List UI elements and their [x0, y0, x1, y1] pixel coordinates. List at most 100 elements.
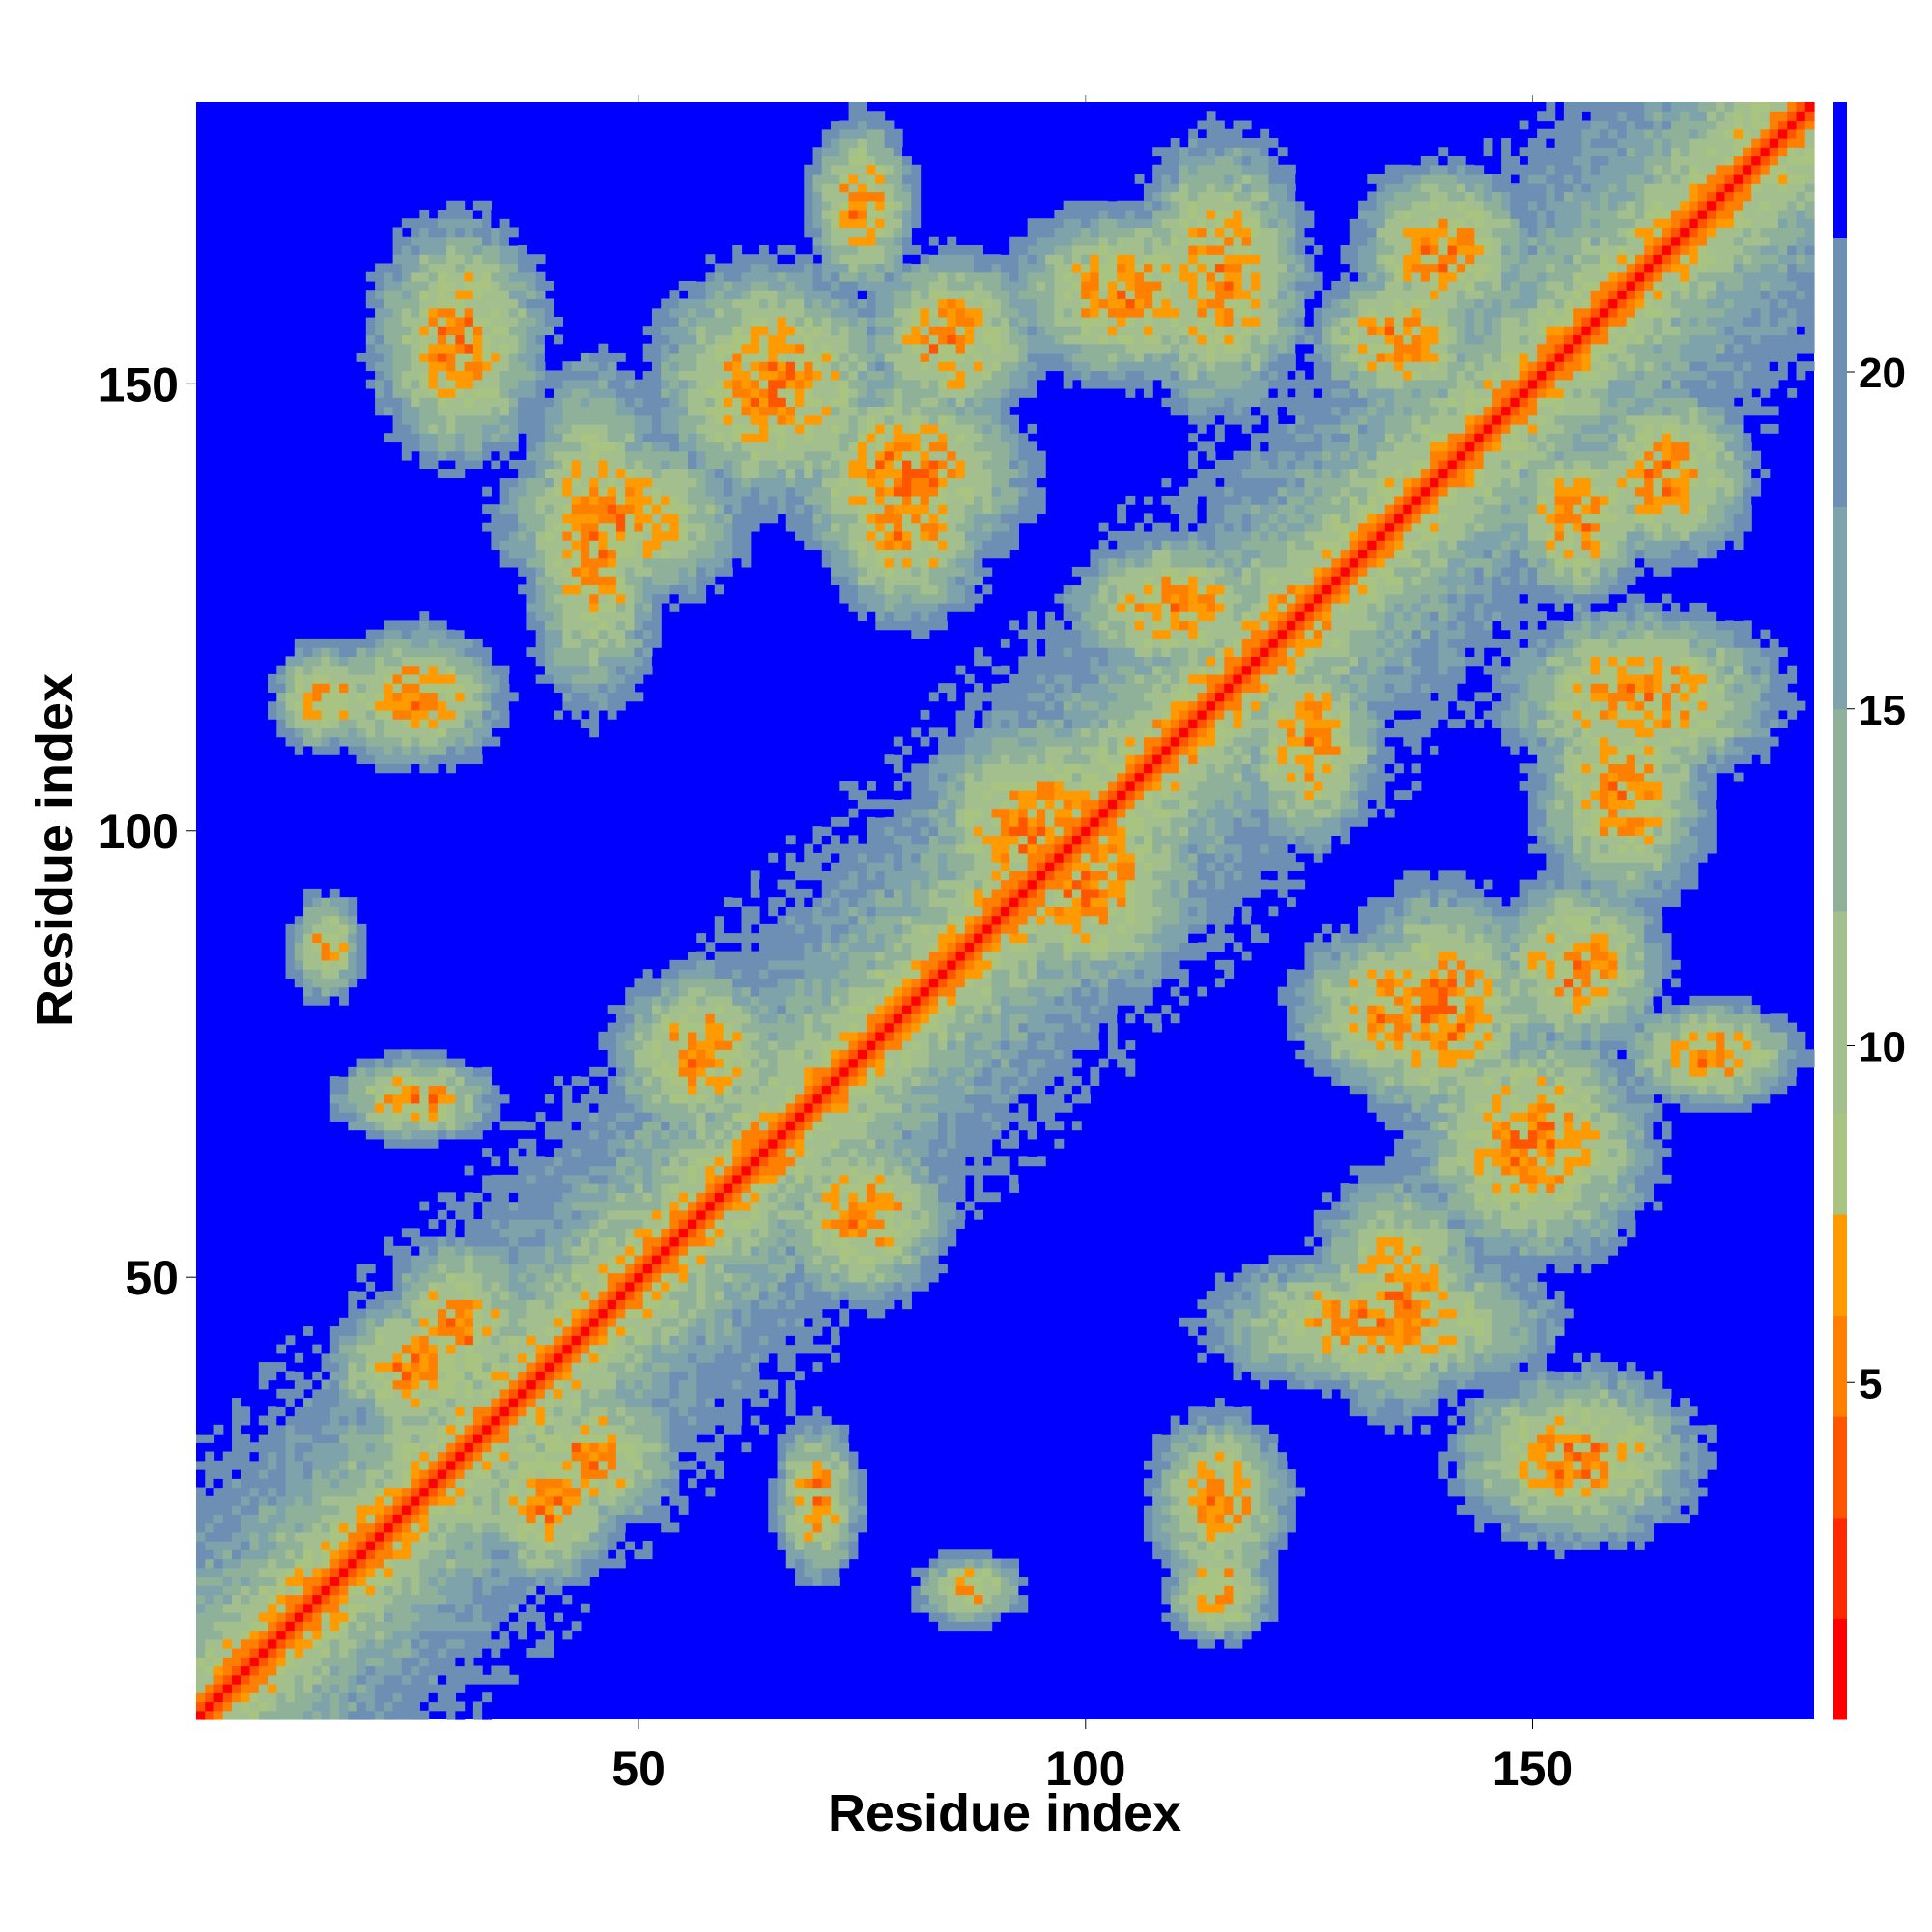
- heatmap-cell: [499, 1344, 510, 1354]
- heatmap-cell: [1689, 1451, 1699, 1462]
- heatmap-cell: [974, 1585, 983, 1596]
- heatmap-cell: [848, 1495, 859, 1506]
- heatmap-cell: [526, 406, 537, 416]
- heatmap-cell: [455, 433, 466, 443]
- heatmap-cell: [428, 1245, 439, 1256]
- heatmap-cell: [1268, 1549, 1279, 1560]
- heatmap-cell: [428, 1460, 439, 1470]
- heatmap-cell: [285, 1657, 296, 1667]
- heatmap-cell: [562, 1388, 573, 1399]
- heatmap-cell: [455, 271, 466, 282]
- heatmap-cell: [375, 370, 384, 381]
- heatmap-cell: [213, 1594, 224, 1605]
- heatmap-cell: [1554, 1398, 1565, 1407]
- heatmap-cell: [1260, 1424, 1270, 1435]
- heatmap-cell: [1197, 1585, 1208, 1596]
- heatmap-cell: [276, 1478, 287, 1489]
- heatmap-cell: [1224, 1612, 1235, 1622]
- heatmap-cell: [348, 1291, 358, 1300]
- heatmap-cell: [446, 1558, 456, 1569]
- heatmap-cell: [205, 1657, 215, 1667]
- heatmap-cell: [526, 414, 537, 425]
- heatmap-cell: [535, 1451, 546, 1462]
- heatmap-cell: [1188, 1514, 1199, 1524]
- heatmap-cell: [750, 1379, 760, 1390]
- heatmap-cell: [482, 334, 492, 345]
- heatmap-cell: [428, 1076, 439, 1086]
- heatmap-cell: [464, 1398, 474, 1407]
- heatmap-cell: [401, 397, 412, 408]
- heatmap-cell: [1206, 1495, 1216, 1506]
- heatmap-cell: [356, 959, 367, 970]
- heatmap-cell: [294, 1424, 304, 1435]
- heatmap-cell: [723, 1424, 733, 1435]
- heatmap-cell: [384, 298, 394, 309]
- heatmap-cell: [464, 459, 474, 469]
- heatmap-cell: [437, 1684, 447, 1693]
- heatmap-cell: [1447, 1434, 1458, 1443]
- heatmap-cell: [535, 1209, 546, 1220]
- heatmap-cell: [329, 1585, 340, 1596]
- heatmap-cell: [482, 1603, 492, 1613]
- heatmap-cell: [821, 1531, 832, 1542]
- heatmap-cell: [714, 1460, 724, 1470]
- heatmap-cell: [392, 334, 403, 345]
- heatmap-cell: [491, 1549, 501, 1560]
- heatmap-cell: [205, 1577, 215, 1586]
- heatmap-cell: [696, 1495, 707, 1506]
- heatmap-cell: [249, 1567, 260, 1577]
- heatmap-cell: [339, 1505, 349, 1515]
- heatmap-cell: [661, 1522, 671, 1533]
- heatmap-cell: [518, 1335, 527, 1346]
- heatmap-cell: [303, 1549, 313, 1560]
- heatmap-cell: [312, 969, 323, 979]
- heatmap-cell: [312, 1451, 323, 1462]
- heatmap-cell: [419, 1219, 430, 1229]
- heatmap-cell: [1241, 1594, 1252, 1605]
- heatmap-cell: [384, 1469, 394, 1479]
- heatmap-cell: [464, 254, 474, 265]
- heatmap-cell: [365, 1442, 376, 1453]
- heatmap-cell: [499, 379, 510, 389]
- heatmap-cell: [1179, 1522, 1189, 1533]
- heatmap-cell: [401, 754, 412, 764]
- heatmap-cell: [544, 1281, 554, 1292]
- heatmap-cell: [196, 1657, 206, 1667]
- heatmap-cell: [303, 986, 313, 997]
- heatmap-cell: [491, 441, 501, 452]
- heatmap-cell: [526, 387, 537, 398]
- heatmap-cell: [732, 1388, 743, 1399]
- heatmap-cell: [526, 1585, 537, 1596]
- heatmap-cell: [1554, 1406, 1565, 1417]
- heatmap-cell: [1662, 1398, 1672, 1407]
- heatmap-cell: [455, 1388, 466, 1399]
- heatmap-cell: [1492, 1379, 1502, 1390]
- heatmap-cell: [276, 1531, 287, 1542]
- heatmap-cell: [294, 923, 304, 934]
- heatmap-cell: [857, 1478, 867, 1489]
- heatmap-cell: [964, 1621, 975, 1632]
- heatmap-cell: [232, 1522, 242, 1533]
- heatmap-cell: [384, 387, 394, 398]
- heatmap-cell: [554, 441, 564, 452]
- heatmap-cell: [580, 1577, 590, 1586]
- heatmap-cell: [392, 1585, 403, 1596]
- heatmap-cell: [285, 1630, 296, 1640]
- heatmap-cell: [419, 1710, 430, 1720]
- heatmap-cell: [419, 1442, 430, 1453]
- heatmap-cell: [518, 1442, 527, 1453]
- heatmap-cell: [1233, 1621, 1243, 1632]
- heatmap-cell: [1573, 1406, 1582, 1417]
- heatmap-cell: [768, 1522, 779, 1533]
- heatmap-cell: [785, 1406, 796, 1417]
- heatmap-cell: [499, 1121, 510, 1131]
- heatmap-cell: [329, 1424, 340, 1435]
- heatmap-cell: [365, 1612, 376, 1622]
- heatmap-cell: [1697, 1442, 1708, 1453]
- heatmap-cell: [1179, 1487, 1189, 1497]
- heatmap-cell: [1241, 1434, 1252, 1443]
- heatmap-cell: [1214, 1487, 1225, 1497]
- heatmap-cell: [625, 1434, 636, 1443]
- heatmap-cell: [687, 1371, 697, 1381]
- heatmap-cell: [1670, 1487, 1681, 1497]
